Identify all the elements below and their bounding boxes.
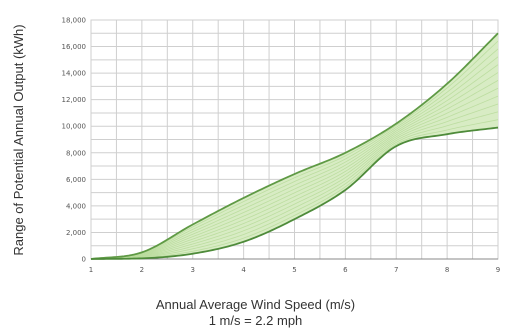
band-inner-curve: [90, 72, 499, 260]
x-tick-label: 3: [191, 266, 195, 274]
grid: [90, 19, 499, 260]
band-inner-curve: [90, 95, 499, 260]
band-inner-curve: [90, 103, 499, 260]
lower-bound-line: [90, 126, 499, 260]
band-inner-curve: [90, 56, 499, 260]
x-tick-label: 9: [496, 266, 500, 274]
y-tick-label: 12,000: [62, 96, 87, 104]
upper-bound-line: [90, 32, 499, 260]
y-tick-label: 16,000: [62, 43, 87, 51]
y-tick-label: 18,000: [62, 17, 87, 25]
x-tick-label: 4: [241, 266, 246, 274]
x-tick-labels: 1 2 3 4 5 6 7 8 9: [89, 266, 500, 274]
band-inner-curve: [90, 80, 499, 260]
y-tick-label: 0: [82, 256, 86, 264]
band-inner-curve: [90, 111, 499, 260]
band-inner-curve: [90, 119, 499, 260]
y-tick-labels: 0 2,000 4,000 6,000 8,000 10,000 12,000 14,000 1…: [62, 17, 87, 264]
x-tick-label: 6: [343, 266, 348, 274]
y-tick-label: 14,000: [62, 70, 87, 78]
x-tick-label: 2: [140, 266, 144, 274]
band-inner-curve: [90, 87, 499, 260]
x-tick-label: 5: [292, 266, 296, 274]
series-lines: [90, 32, 499, 260]
band-area: [91, 33, 498, 259]
y-tick-label: 6,000: [66, 176, 86, 184]
x-tick-label: 7: [394, 266, 398, 274]
x-axis-note: 1 m/s = 2.2 mph: [208, 313, 303, 328]
y-tick-label: 8,000: [66, 149, 86, 157]
y-axis-label: Range of Potential Annual Output (kWh): [11, 24, 26, 255]
band-inner-curve: [90, 64, 499, 260]
x-axis-label: Annual Average Wind Speed (m/s): [155, 297, 356, 312]
band-inner-curve: [90, 48, 499, 260]
output-range-band: [90, 33, 499, 260]
band-inner-curve: [90, 40, 499, 260]
y-tick-label: 2,000: [66, 229, 86, 237]
y-tick-label: 10,000: [62, 123, 87, 131]
y-tick-label: 4,000: [66, 202, 86, 210]
x-tick-label: 8: [445, 266, 449, 274]
x-tick-label: 1: [89, 266, 93, 274]
